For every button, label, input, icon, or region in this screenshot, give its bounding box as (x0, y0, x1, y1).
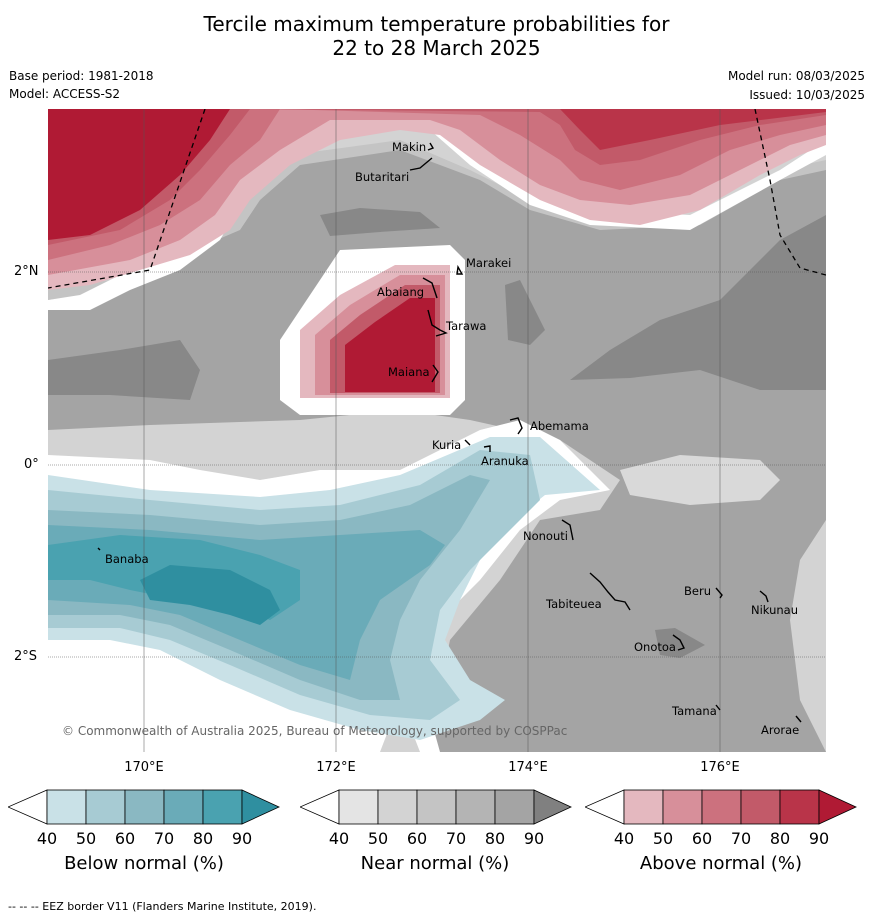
lat-label-2n: 2°N (14, 264, 39, 279)
eez-border (48, 109, 826, 289)
place-onotoa: Onotoa (634, 640, 676, 654)
lon-label-172e: 172°E (316, 760, 356, 775)
cbar-below-6 (241, 789, 280, 825)
above-normal-north-90 (48, 109, 230, 240)
dark-grey-west (48, 340, 200, 400)
dark-grey-north (320, 208, 440, 236)
title-line-1: Tercile maximum temperature probabilitie… (203, 12, 670, 36)
cbar-below-tick: 80 (192, 829, 214, 848)
place-abemama: Abemama (530, 419, 589, 433)
cbar-near-tick: 90 (523, 829, 545, 848)
cbar-near-tick: 50 (367, 829, 389, 848)
eez-footnote: -- -- -- EEZ border V11 (Flanders Marine… (8, 900, 317, 913)
place-tarawa: Tarawa (446, 319, 487, 333)
cbar-below-2 (85, 789, 126, 825)
place-marakei: Marakei (466, 256, 512, 270)
cbar-below-tick: 90 (231, 829, 253, 848)
cbar-below-tick: 70 (153, 829, 175, 848)
place-maiana: Maiana (388, 365, 430, 379)
place-makin: Makin (392, 140, 427, 154)
place-beru: Beru (684, 584, 711, 598)
colorbar-title-above: Above normal (%) (639, 853, 803, 874)
graticule (48, 109, 826, 752)
cbar-above-tick: 80 (769, 829, 791, 848)
cbar-above-6 (818, 789, 857, 825)
place-nikunau: Nikunau (751, 603, 799, 617)
cbar-near-tick: 60 (406, 829, 428, 848)
lat-label-0: 0° (24, 457, 39, 472)
cbar-above-tick: 60 (691, 829, 713, 848)
cbar-near-5 (494, 789, 535, 825)
above-normal-center-90 (345, 298, 435, 392)
chart-title: Tercile maximum temperature probabilitie… (0, 12, 873, 60)
cbar-below-0 (8, 789, 48, 825)
cbar-near-tick: 70 (445, 829, 467, 848)
title-line-2: 22 to 28 March 2025 (332, 36, 541, 60)
light-grey-patch (620, 455, 780, 505)
cbar-above-4 (740, 789, 781, 825)
cbar-below-1 (46, 789, 87, 825)
cbar-above-tick: 70 (730, 829, 752, 848)
cbar-below-tick: 60 (114, 829, 136, 848)
cbar-above-1 (623, 789, 664, 825)
cbar-above-3 (701, 789, 742, 825)
colorbar-above-normal (585, 789, 857, 825)
place-arorae: Arorae (761, 723, 800, 737)
place-nonouti: Nonouti (523, 529, 568, 543)
above-normal-northeast (560, 109, 826, 150)
copyright-notice: © Commonwealth of Australia 2025, Bureau… (62, 724, 568, 738)
cbar-below-tick: 50 (75, 829, 97, 848)
place-aranuka: Aranuka (481, 454, 529, 468)
lon-label-176e: 176°E (700, 760, 740, 775)
cbar-above-2 (662, 789, 703, 825)
place-tabiteuea: Tabiteuea (546, 597, 602, 611)
place-butaritari: Butaritari (355, 170, 410, 184)
cbar-near-3 (416, 789, 457, 825)
dark-grey-central (505, 280, 545, 345)
colorbar-title-near: Near normal (%) (360, 853, 510, 874)
islands (97, 142, 802, 723)
cbar-below-5 (202, 789, 243, 825)
dark-grey-east (570, 215, 826, 390)
base-period: Base period: 1981-2018 (9, 69, 154, 83)
cbar-near-1 (338, 789, 379, 825)
cbar-below-4 (163, 789, 204, 825)
cbar-above-0 (585, 789, 625, 825)
dark-grey-onotoa (655, 628, 705, 658)
cbar-below-tick: 40 (36, 829, 58, 848)
colorbar-near-normal (300, 789, 572, 825)
colorbar-below-normal (8, 789, 280, 825)
cbar-near-tick: 40 (328, 829, 350, 848)
colorbar-title-below: Below normal (%) (64, 853, 224, 874)
place-banaba: Banaba (105, 552, 149, 566)
map-contours (48, 109, 826, 752)
model-name: Model: ACCESS-S2 (9, 87, 121, 101)
cbar-near-2 (377, 789, 418, 825)
cbar-above-5 (779, 789, 820, 825)
lat-label-2s: 2°S (14, 649, 38, 664)
model-run: Model run: 08/03/2025 (727, 69, 865, 83)
place-tamana: Tamana (672, 704, 717, 718)
cbar-near-6 (533, 789, 572, 825)
cbar-below-3 (124, 789, 165, 825)
lon-label-174e: 174°E (508, 760, 548, 775)
cbar-above-tick: 40 (613, 829, 635, 848)
below-normal-90 (140, 565, 280, 625)
cbar-near-tick: 80 (484, 829, 506, 848)
grey-band-southeast (790, 520, 826, 752)
cbar-near-4 (455, 789, 496, 825)
place-abaiang: Abaiang (377, 285, 425, 299)
lon-label-170e: 170°E (124, 760, 164, 775)
cbar-above-tick: 90 (808, 829, 830, 848)
cbar-above-tick: 50 (652, 829, 674, 848)
issued-date: Issued: 10/03/2025 (749, 88, 865, 102)
place-kuria: Kuria (432, 438, 462, 452)
cbar-near-0 (300, 789, 340, 825)
